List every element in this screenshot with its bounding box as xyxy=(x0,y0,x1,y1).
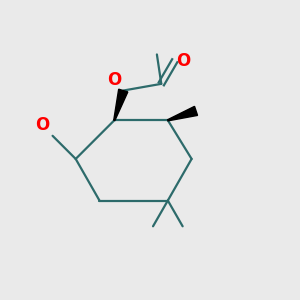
Polygon shape xyxy=(168,106,197,121)
Text: O: O xyxy=(35,116,50,134)
Polygon shape xyxy=(114,89,128,120)
Text: O: O xyxy=(176,52,190,70)
Text: O: O xyxy=(107,71,122,89)
